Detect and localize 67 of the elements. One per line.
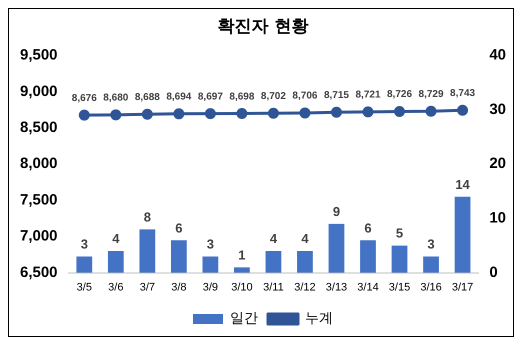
x-tick-label: 3/13 [326,281,348,294]
data-label: 3 [80,236,88,252]
data-label: 8,726 [386,89,412,100]
bar [392,246,408,273]
bar [170,240,187,273]
data-label: 3 [427,236,435,252]
y2-tick-label: 10 [489,210,506,227]
data-label: 4 [301,231,310,246]
data-label: 8,743 [450,88,476,100]
legend-label: 누계 [305,310,333,327]
x-tick-label: 3/12 [294,281,316,294]
data-label: 8,694 [166,92,192,103]
x-tick-label: 3/6 [108,281,124,294]
bar [202,256,218,273]
bar [297,251,313,273]
x-tick-label: 3/7 [140,281,155,294]
bar [108,251,124,273]
x-tick-label: 3/16 [420,281,442,294]
x-tick-label: 3/14 [357,281,379,294]
legend-label: 일간 [230,310,258,327]
x-tick-label: 3/15 [388,281,410,294]
y2-tick-label: 20 [489,155,506,172]
y-tick-label: 7,000 [20,228,58,245]
bar [454,196,470,273]
y-tick-label: 8,500 [20,119,58,136]
x-tick-label: 3/9 [202,281,218,294]
bar [328,224,344,273]
y2-tick-label: 40 [489,46,506,64]
y-tick-label: 9,500 [20,46,58,64]
chart-title: 확진자 현황 [218,16,308,37]
y2-tick-label: 0 [489,264,498,281]
x-tick-label: 3/11 [263,281,284,294]
bar [76,256,92,273]
x-tick-label: 3/17 [452,281,474,294]
data-label: 8,698 [229,91,255,102]
data-label: 14 [455,176,471,192]
data-label: 4 [270,231,278,246]
y-tick-label: 8,000 [20,155,58,172]
data-label: 8,676 [72,92,98,104]
data-label: 8,702 [260,90,286,102]
data-label: 6 [175,220,182,236]
data-label: 8,680 [103,92,129,104]
data-label: 3 [206,236,214,252]
data-label: 5 [396,226,404,241]
data-label: 8,715 [324,90,350,102]
data-label: 1 [238,247,246,262]
y-tick-label: 9,000 [20,82,58,100]
data-label: 8 [144,209,151,224]
x-tick-label: 3/8 [171,281,187,294]
data-label: 8,688 [134,92,160,103]
data-label: 8,721 [355,90,381,101]
y-tick-label: 7,500 [20,191,58,208]
bar [423,256,439,273]
data-label: 8,706 [292,90,318,102]
data-label: 9 [332,204,340,219]
data-label: 4 [112,231,120,246]
x-tick-label: 3/5 [76,281,92,294]
bar [234,267,250,273]
data-label: 8,697 [198,91,224,102]
bar [266,251,282,273]
bar [139,229,156,273]
x-tick-label: 3/10 [231,281,253,294]
data-label: 6 [364,220,372,236]
bar [360,240,376,273]
y2-tick-label: 30 [489,100,506,118]
data-label: 8,729 [418,89,444,100]
y-tick-label: 6,500 [20,264,58,281]
